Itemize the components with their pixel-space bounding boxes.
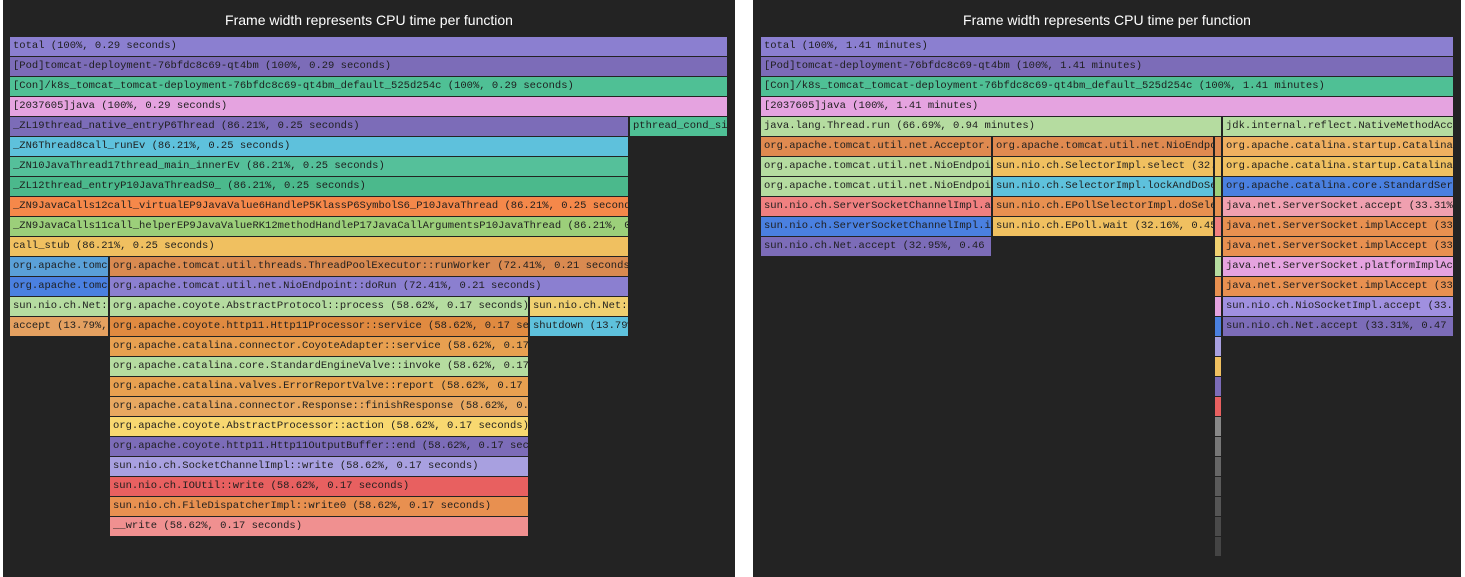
frame-sliver: [1215, 137, 1221, 156]
flame-frame[interactable]: sun.nio.ch.EPollSelectorImpl.doSelect (: [993, 197, 1213, 216]
flame-frame[interactable]: _ZL19thread_native_entryP6Thread (86.21%…: [10, 117, 628, 136]
flame-frame[interactable]: org.apache.catalina.connector.CoyoteAdap…: [110, 337, 528, 356]
flame-frame[interactable]: _ZN10JavaThread17thread_main_innerEv (86…: [10, 157, 628, 176]
flame-frame[interactable]: java.net.ServerSocket.implAccept (33.31: [1223, 237, 1453, 256]
flame-frame[interactable]: org.apache.coyote.http11.Http11OutputBuf…: [110, 437, 528, 456]
flame-frame[interactable]: org.apache.tomcat.util.threads.ThreadPoo…: [110, 257, 628, 276]
frame-sliver: [1215, 277, 1221, 296]
flame-frame[interactable]: org.apache.tomcat.util.net.NioEndpoint.s: [761, 157, 991, 176]
flame-frame[interactable]: _ZL12thread_entryP10JavaThreadS0_ (86.21…: [10, 177, 628, 196]
flame-frame[interactable]: sun.nio.ch.Net.accept (33.31%, 0.47 minu: [1223, 317, 1453, 336]
flame-frame[interactable]: sun.nio.ch.Net::: [530, 297, 628, 316]
flame-frame[interactable]: call_stub (86.21%, 0.25 seconds): [10, 237, 628, 256]
flame-frame[interactable]: sun.nio.ch.SocketChannelImpl::write (58.…: [110, 457, 528, 476]
flame-frame[interactable]: sun.nio.ch.SelectorImpl.lockAndDoSelect: [993, 177, 1213, 196]
flame-frame[interactable]: sun.nio.ch.ServerSocketChannelImpl.accep: [761, 197, 991, 216]
flame-frame[interactable]: __write (58.62%, 0.17 seconds): [110, 517, 528, 536]
frame-sliver: [1215, 177, 1221, 196]
flame-frame[interactable]: _ZN6Thread8call_runEv (86.21%, 0.25 seco…: [10, 137, 628, 156]
frame-sliver: [1215, 357, 1221, 376]
frame-sliver: [1215, 517, 1221, 536]
flame-frame[interactable]: org.apache.coyote.AbstractProcessor::act…: [110, 417, 528, 436]
flame-frame[interactable]: sun.nio.ch.IOUtil::write (58.62%, 0.17 s…: [110, 477, 528, 496]
flame-frame[interactable]: org.apache.tomcat.util.net.NioEndpoint$: [993, 137, 1213, 156]
flame-frame[interactable]: total (100%, 1.41 minutes): [761, 37, 1453, 56]
flame-frame[interactable]: _ZN9JavaCalls12call_virtualEP9JavaValue6…: [10, 197, 628, 216]
flame-frame[interactable]: org.apache.catalina.startup.Catalina.sta: [1223, 137, 1453, 156]
flame-panel: Frame width represents CPU time per func…: [753, 0, 1461, 577]
frame-sliver: [1215, 217, 1221, 236]
flame-frame[interactable]: sun.nio.ch.Net::: [10, 297, 108, 316]
flame-frame[interactable]: [2037605]java (100%, 1.41 minutes): [761, 97, 1453, 116]
flame-frame[interactable]: [Con]/k8s_tomcat_tomcat-deployment-76bfd…: [10, 77, 727, 96]
frame-sliver: [1215, 377, 1221, 396]
flame-frame[interactable]: org.apache.coyote.http11.Http11Processor…: [110, 317, 528, 336]
frame-sliver: [1215, 437, 1221, 456]
flame-frame[interactable]: org.apache.tomcat.util.net.NioEndpoint.s: [761, 177, 991, 196]
flame-frame[interactable]: org.apache.catalina.core.StandardEngineV…: [110, 357, 528, 376]
flame-frame[interactable]: sun.nio.ch.FileDispatcherImpl::write0 (5…: [110, 497, 528, 516]
flame-frame[interactable]: sun.nio.ch.EPoll.wait (32.16%, 0.45 min: [993, 217, 1213, 236]
flame-frame[interactable]: java.net.ServerSocket.implAccept (33.31: [1223, 217, 1453, 236]
flame-frame[interactable]: sun.nio.ch.Net.accept (32.95%, 0.46 minu: [761, 237, 991, 256]
flame-frame[interactable]: shutdown (13.79%: [530, 317, 628, 336]
frame-sliver: [1215, 537, 1221, 556]
flame-frame[interactable]: java.lang.Thread.run (66.69%, 0.94 minut…: [761, 117, 1221, 136]
flame-frame[interactable]: java.net.ServerSocket.implAccept (33.31: [1223, 277, 1453, 296]
flame-frame[interactable]: [Pod]tomcat-deployment-76bfdc8c69-qt4bm …: [761, 57, 1453, 76]
flame-frame[interactable]: sun.nio.ch.ServerSocketChannelImpl.implA: [761, 217, 991, 236]
flame-frame[interactable]: _ZN9JavaCalls11call_helperEP9JavaValueRK…: [10, 217, 628, 236]
panel-title: Frame width represents CPU time per func…: [963, 12, 1251, 28]
flame-frame[interactable]: org.apache.tomcat.util.net.Acceptor.run: [761, 137, 991, 156]
flame-frame[interactable]: jdk.internal.reflect.NativeMethodAccesso: [1223, 117, 1453, 136]
frame-sliver: [1215, 157, 1221, 176]
flame-frame[interactable]: org.apache.tomcat.util.net.NioEndpoint::…: [110, 277, 628, 296]
flame-frame[interactable]: org.apache.coyote.AbstractProtocol::proc…: [110, 297, 528, 316]
frame-sliver: [1215, 457, 1221, 476]
panel-title: Frame width represents CPU time per func…: [225, 12, 513, 28]
frame-sliver: [1215, 417, 1221, 436]
flame-frame[interactable]: [Pod]tomcat-deployment-76bfdc8c69-qt4bm …: [10, 57, 727, 76]
flame-frame[interactable]: [2037605]java (100%, 0.29 seconds): [10, 97, 727, 116]
frame-sliver: [1215, 297, 1221, 316]
flame-frame[interactable]: org.apache.catalina.startup.Catalina.awa: [1223, 157, 1453, 176]
flame-frame[interactable]: org.apache.catalina.core.StandardServer.: [1223, 177, 1453, 196]
frame-sliver: [1215, 477, 1221, 496]
frame-sliver: [1215, 497, 1221, 516]
flame-frame[interactable]: sun.nio.ch.SelectorImpl.select (32.3%,: [993, 157, 1213, 176]
flame-frame[interactable]: [Con]/k8s_tomcat_tomcat-deployment-76bfd…: [761, 77, 1453, 96]
flame-frame[interactable]: accept (13.79%,: [10, 317, 108, 336]
flame-frame[interactable]: sun.nio.ch.NioSocketImpl.accept (33.31%,: [1223, 297, 1453, 316]
flame-frame[interactable]: org.apache.catalina.connector.Response::…: [110, 397, 528, 416]
frame-sliver: [1215, 317, 1221, 336]
flame-frame[interactable]: java.net.ServerSocket.platformImplAccept: [1223, 257, 1453, 276]
frame-sliver: [1215, 237, 1221, 256]
flame-frame[interactable]: total (100%, 0.29 seconds): [10, 37, 727, 56]
frame-sliver: [1215, 257, 1221, 276]
flame-frame[interactable]: pthread_cond_sig: [630, 117, 727, 136]
flame-panel: Frame width represents CPU time per func…: [3, 0, 735, 577]
flame-frame[interactable]: org.apache.tomca: [10, 277, 108, 296]
frame-sliver: [1215, 197, 1221, 216]
frame-sliver: [1215, 397, 1221, 416]
flame-frame[interactable]: java.net.ServerSocket.accept (33.31%, 0.: [1223, 197, 1453, 216]
flame-frame[interactable]: org.apache.catalina.valves.ErrorReportVa…: [110, 377, 528, 396]
flame-frame[interactable]: org.apache.tomca: [10, 257, 108, 276]
frame-sliver: [1215, 337, 1221, 356]
